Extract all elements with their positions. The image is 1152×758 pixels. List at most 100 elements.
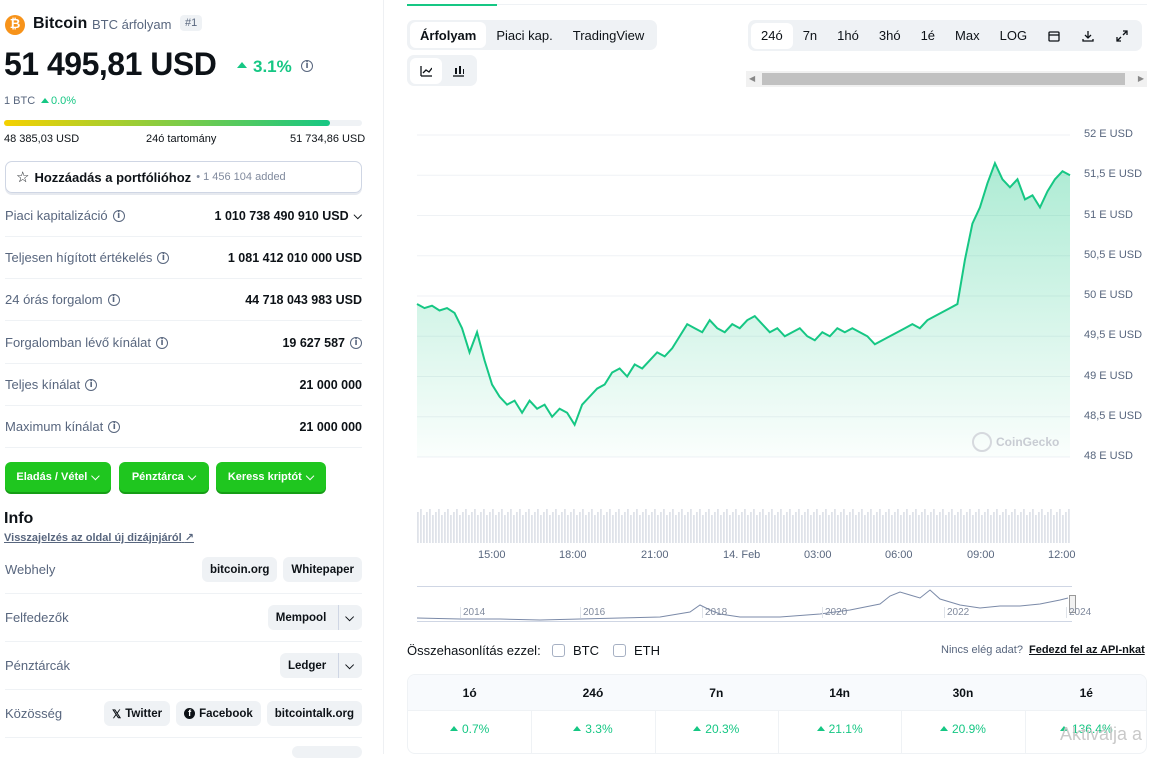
volume-bar — [897, 509, 899, 543]
wallet-dropdown[interactable]: Ledger ⌵ — [279, 653, 362, 678]
volume-bar — [693, 515, 695, 543]
volume-bar — [594, 515, 596, 543]
info-icon[interactable]: i — [157, 251, 170, 264]
caret-up-icon — [939, 726, 948, 731]
volume-bar — [543, 512, 545, 543]
range-24h[interactable]: 24ó — [751, 22, 793, 49]
volume-bar — [798, 509, 800, 543]
chart-scrollbar[interactable]: ◀ ▶ — [746, 71, 1147, 87]
volume-bar — [831, 512, 833, 543]
volume-bar — [951, 509, 953, 543]
volume-bar — [735, 509, 737, 543]
info-row-explorers: Felfedezők Mempool ⌵ — [5, 594, 362, 642]
volume-bar — [960, 509, 962, 543]
stat-label: Piaci kapitalizáció — [5, 208, 108, 223]
y-tick-label: 49,5 E USD — [1084, 329, 1143, 342]
candlestick-chart-icon[interactable] — [442, 58, 474, 84]
range-7d[interactable]: 7n — [802, 28, 818, 43]
compare-eth-checkbox[interactable] — [613, 644, 626, 657]
volume-bar — [420, 509, 422, 543]
perf-header: 14n — [829, 686, 850, 700]
perf-divider — [654, 711, 656, 753]
stat-value: 21 000 000 — [299, 419, 362, 434]
scroll-right-icon[interactable]: ▶ — [1137, 74, 1144, 83]
wallet-link-label: Ledger — [287, 659, 327, 672]
search-crypto-button[interactable]: Keress kriptót ⌵ — [216, 462, 326, 492]
volume-bar — [918, 515, 920, 543]
explorer-dropdown[interactable]: Mempool ⌵ — [267, 605, 362, 630]
range-3m[interactable]: 3hó — [878, 28, 901, 43]
volume-bar — [834, 509, 836, 543]
info-icon[interactable]: i — [112, 209, 125, 222]
range-log[interactable]: LOG — [999, 28, 1028, 43]
volume-bar — [471, 512, 473, 543]
info-icon[interactable]: i — [107, 293, 120, 306]
info-icon[interactable]: i — [350, 336, 362, 349]
line-chart-icon[interactable] — [410, 57, 442, 84]
scroll-left-icon[interactable]: ◀ — [749, 74, 756, 83]
volume-bar — [675, 515, 677, 543]
bitcointalk-link[interactable]: bitcointalk.org — [266, 701, 362, 726]
volume-bar — [963, 515, 965, 543]
volume-bar — [978, 509, 980, 543]
scrollbar-thumb[interactable] — [762, 73, 1125, 85]
twitter-link[interactable]: 𝕏 Twitter — [103, 701, 171, 726]
stat-label: Teljesen hígított értékelés — [5, 250, 153, 265]
volume-bar — [870, 509, 872, 543]
feedback-link[interactable]: Visszajelzés az oldal új dizájnjáról ↗ — [4, 531, 194, 544]
volume-bar — [762, 509, 764, 543]
chevron-down-icon: ⌵ — [91, 470, 100, 483]
overview-navigator[interactable] — [417, 586, 1076, 622]
tab-tradingview[interactable]: TradingView — [572, 27, 645, 43]
facebook-link[interactable]: f Facebook — [176, 701, 261, 726]
buy-sell-button[interactable]: Eladás / Vétel ⌵ — [5, 462, 111, 492]
chevron-down-icon[interactable]: ⌵ — [353, 208, 362, 222]
range-1m[interactable]: 1hó — [837, 28, 859, 43]
volume-bar — [825, 509, 827, 543]
perf-header: 24ó — [582, 686, 604, 700]
volume-bar — [801, 515, 803, 543]
volume-bar — [1041, 509, 1043, 543]
volume-bar — [747, 515, 749, 543]
volume-bar — [1068, 509, 1070, 543]
volume-bar — [513, 515, 515, 543]
next-row-pill — [292, 746, 362, 758]
perf-cell: 3.3% — [531, 722, 654, 736]
range-bar-fill — [4, 120, 330, 126]
range-1y[interactable]: 1é — [920, 28, 936, 43]
volume-bar — [486, 515, 488, 543]
info-icon[interactable]: i — [108, 420, 121, 433]
info-icon[interactable]: i — [155, 336, 168, 349]
website-link[interactable]: bitcoin.org — [201, 557, 278, 582]
navigator-handle[interactable] — [1069, 595, 1076, 613]
fullscreen-icon[interactable] — [1105, 23, 1139, 49]
volume-bar — [672, 509, 674, 543]
volume-bar — [519, 509, 521, 543]
x-tick-label: 03:00 — [804, 549, 832, 561]
api-link[interactable]: Fedezd fel az API-nkat — [1029, 644, 1145, 656]
volume-bar — [1008, 515, 1010, 543]
volume-bar — [741, 512, 743, 543]
whitepaper-link[interactable]: Whitepaper — [283, 557, 362, 582]
volume-bar — [621, 515, 623, 543]
range-max[interactable]: Max — [955, 28, 980, 43]
volume-bar — [879, 509, 881, 543]
info-icon[interactable]: i — [301, 60, 313, 72]
volume-bar — [840, 512, 842, 543]
stat-row-total-supply: Teljes kínálat i 21 000 000 — [5, 364, 362, 406]
info-icon[interactable]: i — [85, 378, 98, 391]
calendar-icon[interactable] — [1037, 23, 1071, 49]
tab-market-cap[interactable]: Piaci kap. — [496, 27, 553, 43]
info-label: Felfedezők — [5, 610, 69, 625]
compare-btc-checkbox[interactable] — [552, 644, 565, 657]
add-portfolio-button[interactable]: ☆ Hozzáadás a portfólióhoz • 1 456 104 a… — [5, 161, 362, 193]
download-icon[interactable] — [1071, 23, 1105, 49]
volume-bar — [1020, 512, 1022, 543]
perf-value: 136.4% — [1071, 722, 1113, 736]
volume-bar — [723, 512, 725, 543]
tab-price[interactable]: Árfolyam — [410, 22, 487, 48]
volume-bar — [954, 515, 956, 543]
volume-bar — [447, 509, 449, 543]
wallet-button[interactable]: Pénztárca ⌵ — [119, 462, 209, 492]
volume-bar — [1026, 515, 1028, 543]
